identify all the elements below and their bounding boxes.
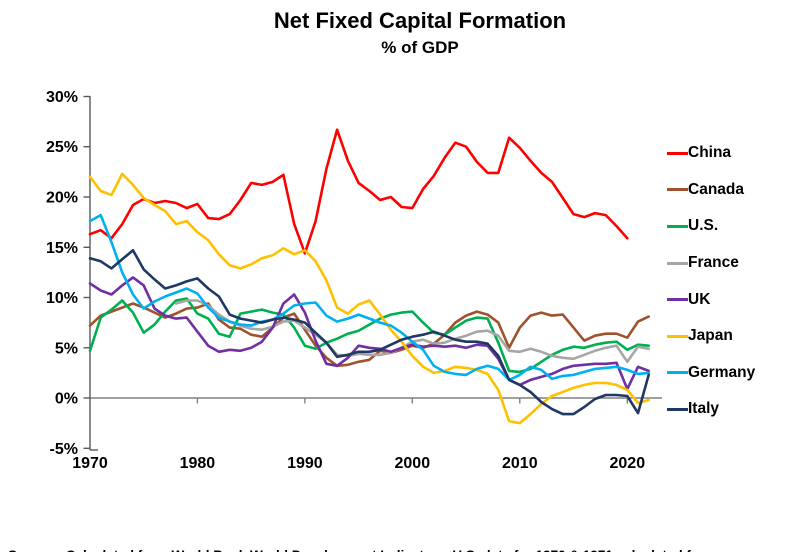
- legend-label-france: France: [688, 254, 739, 272]
- legend-swatch-china: [667, 151, 688, 155]
- legend-item-canada: Canada: [667, 172, 755, 209]
- source-line-1: Source: Calculated from World Bank World…: [8, 546, 792, 552]
- chart-title: Net Fixed Capital Formation: [273, 8, 567, 33]
- series-line-us: [88, 297, 651, 374]
- series-line-italy: [88, 249, 651, 416]
- y-tick-label: -5%: [50, 441, 78, 458]
- legend-swatch-canada: [667, 188, 688, 192]
- chart-legend: China Canada U.S. France UK Japan Germany Italy: [667, 135, 755, 428]
- series-line-japan: [88, 172, 651, 425]
- y-tick-label: 10%: [46, 290, 78, 307]
- x-tick-label: 1990: [287, 455, 323, 472]
- legend-label-us: U.S.: [688, 217, 719, 235]
- legend-label-china: China: [688, 144, 732, 162]
- legend-label-canada: Canada: [688, 180, 744, 198]
- x-tick-label: 2010: [502, 455, 538, 472]
- legend-item-uk: UK: [667, 281, 755, 318]
- y-tick-label: 15%: [46, 240, 78, 257]
- y-tick-label: 25%: [46, 139, 78, 156]
- legend-swatch-japan: [667, 334, 688, 338]
- x-tick-label: 1980: [180, 455, 216, 472]
- source-note: Source: Calculated from World Bank World…: [8, 505, 792, 552]
- legend-item-italy: Italy: [667, 391, 755, 428]
- legend-swatch-france: [667, 261, 688, 265]
- legend-swatch-germany: [667, 371, 688, 375]
- series-line-china: [88, 128, 629, 255]
- legend-item-japan: Japan: [667, 318, 755, 355]
- y-tick-label: 0%: [55, 391, 78, 408]
- series-line-uk: [88, 276, 651, 391]
- x-tick-label: 1970: [72, 455, 108, 472]
- legend-item-france: France: [667, 245, 755, 282]
- legend-label-germany: Germany: [688, 363, 756, 381]
- legend-label-uk: UK: [688, 290, 711, 308]
- chart-subtitle: % of GDP: [381, 38, 459, 57]
- legend-swatch-italy: [667, 407, 688, 411]
- legend-item-germany: Germany: [667, 355, 755, 392]
- y-tick-label: 5%: [55, 340, 78, 357]
- legend-item-china: China: [667, 135, 755, 172]
- x-tick-label: 2020: [610, 455, 646, 472]
- legend-swatch-us: [667, 224, 688, 228]
- legend-label-italy: Italy: [688, 400, 720, 418]
- y-tick-label: 20%: [46, 190, 78, 207]
- legend-label-japan: Japan: [688, 327, 733, 345]
- y-tick-label: 30%: [46, 89, 78, 106]
- legend-swatch-uk: [667, 298, 688, 302]
- series-line-canada: [88, 302, 651, 368]
- series-line-germany: [88, 213, 651, 382]
- legend-item-us: U.S.: [667, 208, 755, 245]
- x-tick-label: 2000: [395, 455, 431, 472]
